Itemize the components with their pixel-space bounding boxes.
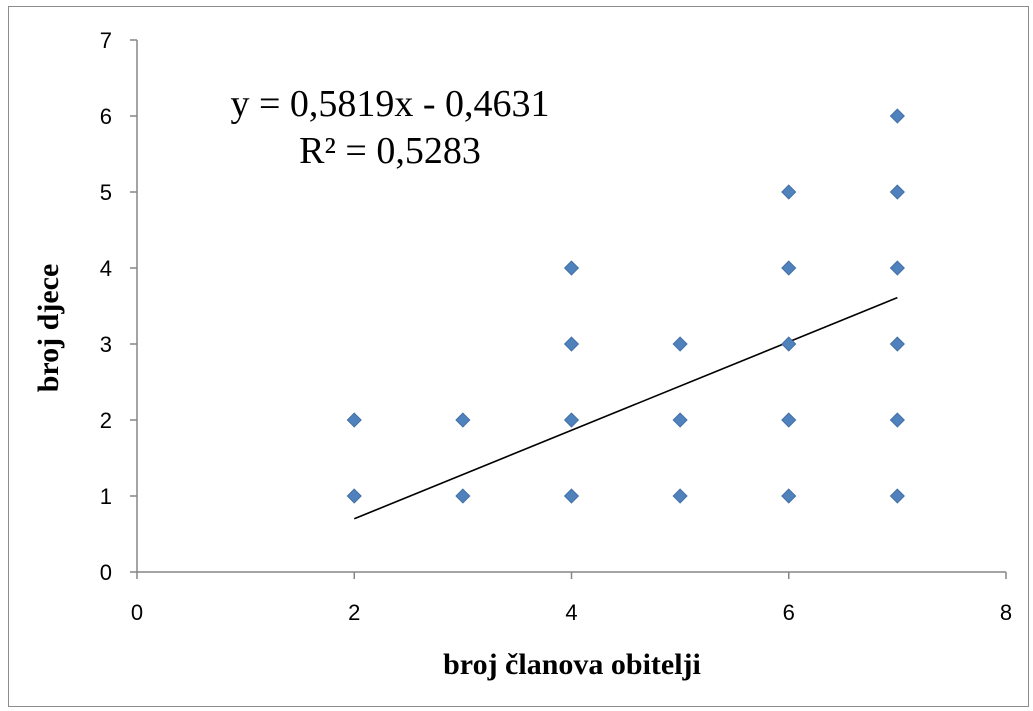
data-point [672,336,688,352]
data-points [346,108,905,504]
x-axis-ticks: 0 2 4 6 8 [131,572,1012,625]
y-tick-label: 5 [100,180,112,205]
r-squared-label: R² = 0,5283 [299,130,481,172]
y-tick-label: 7 [100,28,112,53]
data-point [889,108,905,124]
data-point [781,184,797,200]
data-point [889,260,905,276]
x-axis-title: broj članova obitelji [443,648,701,681]
trendline-equation: y = 0,5819x - 0,4631 [230,83,549,125]
y-tick-label: 3 [100,332,112,357]
data-point [672,412,688,428]
data-point [346,488,362,504]
chart-frame [8,6,1029,707]
x-tick-label: 4 [565,600,577,625]
data-point [781,412,797,428]
data-point [781,260,797,276]
data-point [781,488,797,504]
data-point [563,260,580,276]
data-point [346,412,362,428]
data-point [781,336,797,352]
data-point [455,412,471,428]
y-tick-label: 6 [100,104,112,129]
x-tick-label: 8 [1000,600,1012,625]
y-tick-label: 0 [100,560,112,585]
data-point [889,336,905,352]
y-tick-label: 1 [100,484,112,509]
data-point [455,488,471,504]
data-point [563,336,580,352]
x-tick-label: 6 [783,600,795,625]
y-axis-ticks: 0 1 2 3 4 5 6 7 [100,28,137,585]
y-axis-title: broj djece [32,264,65,393]
trendline [353,296,898,520]
x-tick-label: 0 [131,600,143,625]
data-point [563,412,580,428]
x-tick-label: 2 [348,600,360,625]
y-tick-label: 2 [100,408,112,433]
data-point [889,184,905,200]
data-point [889,412,905,428]
data-point [889,488,905,504]
data-point [672,488,688,504]
y-tick-label: 4 [100,256,112,281]
data-point [563,488,580,504]
